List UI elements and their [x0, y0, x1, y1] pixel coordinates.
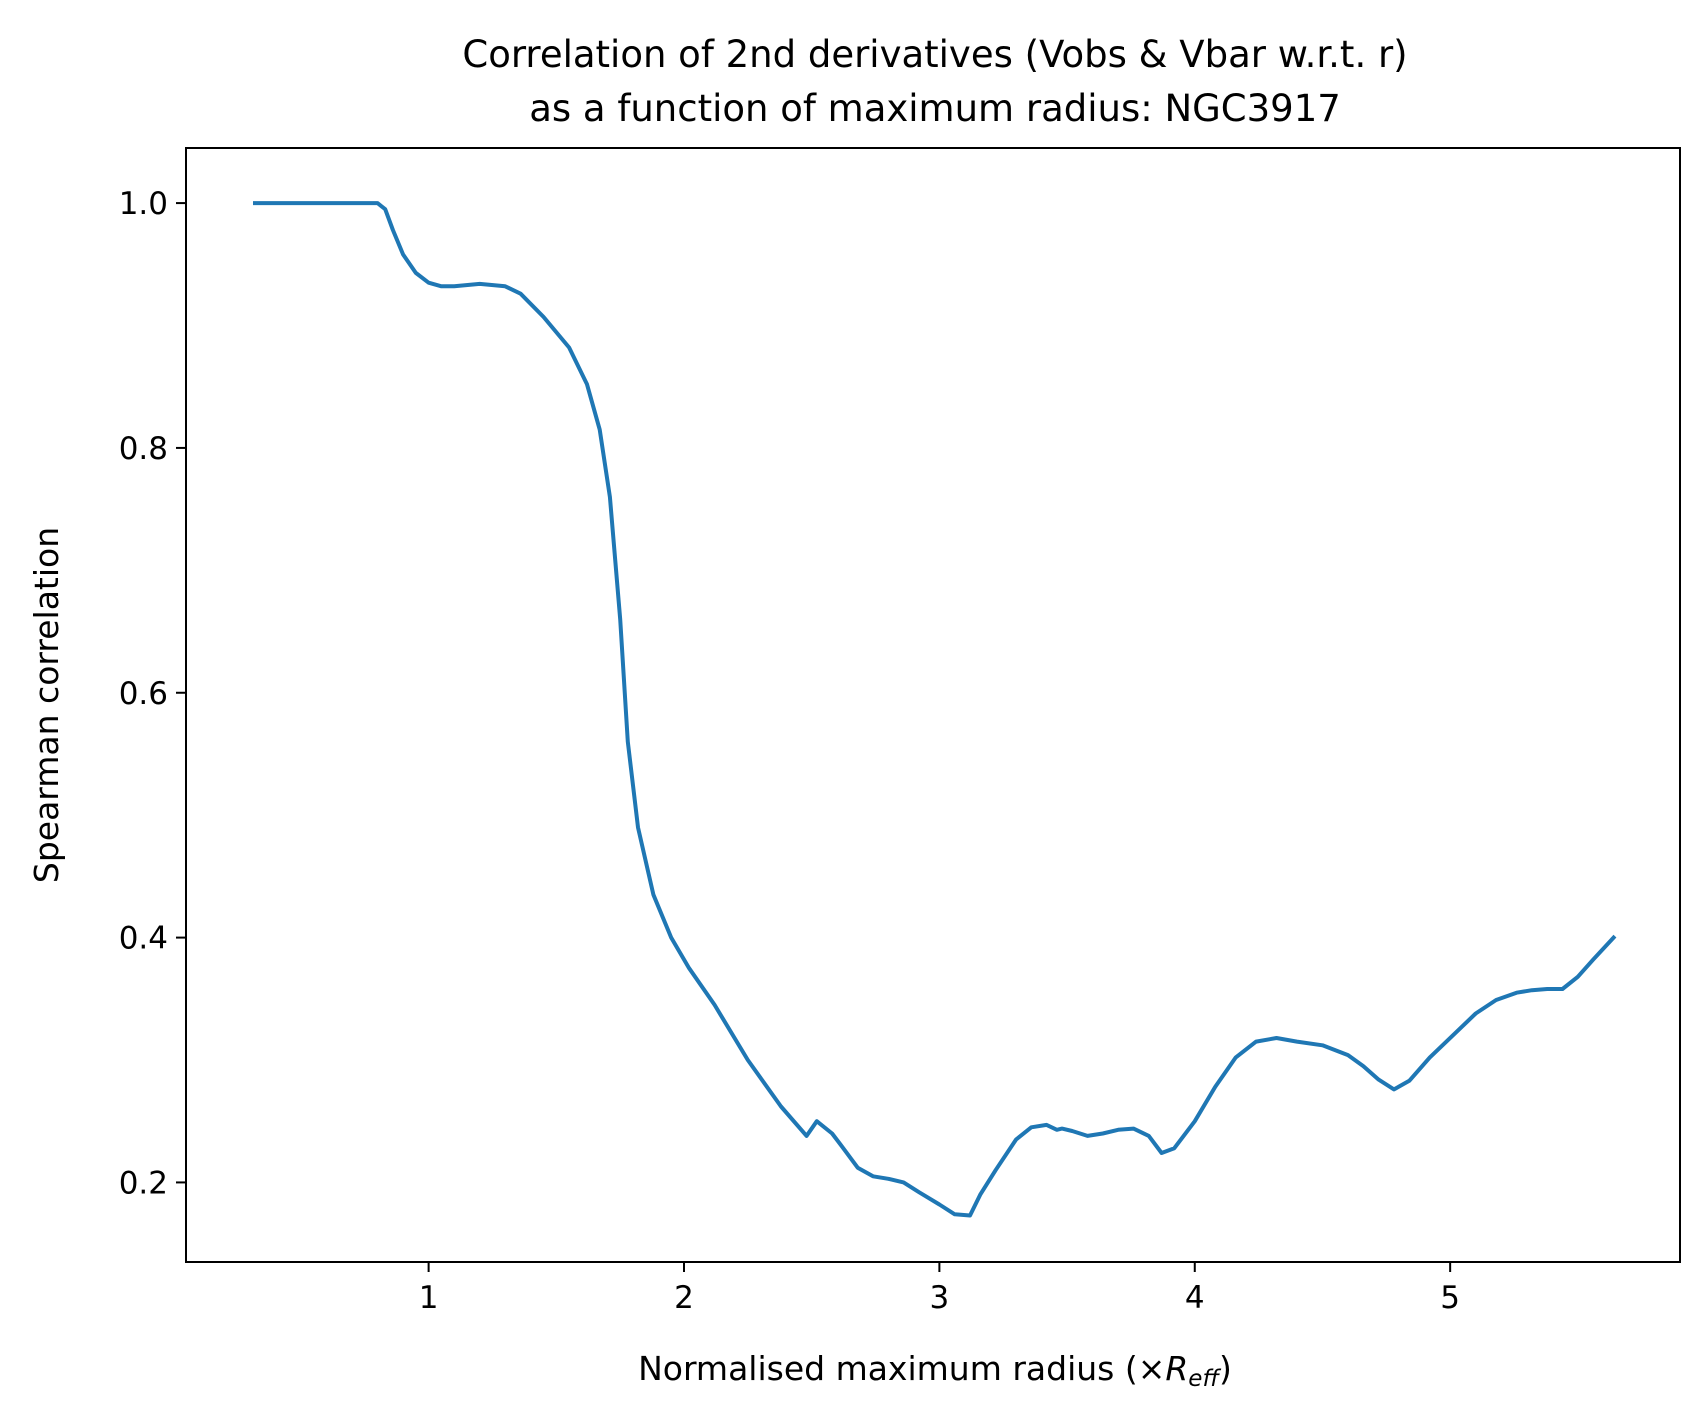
y-tick-label: 0.4 [119, 921, 168, 957]
x-tick-label: 1 [419, 1280, 439, 1316]
y-tick-label: 1.0 [119, 186, 168, 222]
chart-title-line2: as a function of maximum radius: NGC3917 [529, 87, 1341, 130]
x-tick-label: 2 [674, 1280, 694, 1316]
x-tick-label: 5 [1440, 1280, 1460, 1316]
plot-area: 1 2 3 4 5 0.2 0.4 0.6 0.8 1.0 [119, 147, 1681, 1316]
x-axis-label: Normalised maximum radius (×Reff) [638, 1349, 1232, 1392]
y-tick-label: 0.6 [119, 676, 168, 712]
chart-title-line1: Correlation of 2nd derivatives (Vobs & V… [462, 33, 1407, 76]
y-axis-ticks: 0.2 0.4 0.6 0.8 1.0 [119, 186, 186, 1201]
x-tick-label: 4 [1185, 1280, 1205, 1316]
x-axis-ticks: 1 2 3 4 5 [419, 1262, 1460, 1316]
y-tick-label: 0.2 [119, 1165, 168, 1201]
series-line [253, 201, 1617, 1218]
plot-frame [185, 147, 1681, 1263]
x-tick-label: 3 [930, 1280, 950, 1316]
y-axis-label: Spearman correlation [27, 527, 66, 883]
y-tick-label: 0.8 [119, 431, 168, 467]
